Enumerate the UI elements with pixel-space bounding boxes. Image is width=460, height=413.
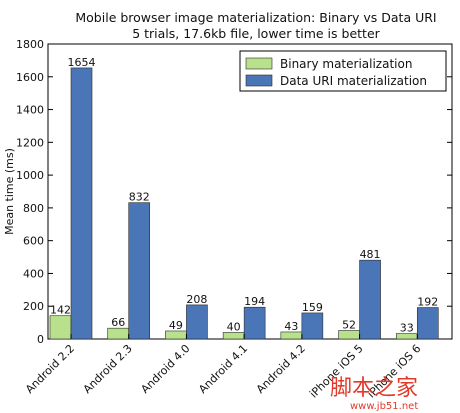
- bar-binary: [280, 331, 303, 340]
- bar-binary: [338, 330, 360, 340]
- bar-data-uri: [243, 306, 266, 340]
- bar-value-label: 52: [342, 318, 356, 331]
- bar-value-label: 192: [417, 296, 438, 309]
- bar-value-label: 43: [284, 320, 298, 333]
- bar-value-label: 159: [302, 301, 323, 314]
- bar-data-uri: [416, 307, 439, 340]
- legend-box: [239, 50, 447, 92]
- y-tick-label: 1800: [16, 38, 44, 51]
- bar-value-label: 33: [400, 322, 414, 335]
- bar-binary: [49, 315, 72, 340]
- x-tick-label: Android 4.2: [254, 342, 308, 396]
- y-tick-label: 200: [23, 300, 44, 313]
- legend-swatch: [245, 57, 273, 70]
- bar-data-uri: [186, 304, 208, 340]
- watermark: 脚本之家 www.jb51.net: [330, 376, 418, 412]
- bar-value-label: 194: [244, 295, 265, 308]
- y-tick-label: 1600: [16, 71, 44, 84]
- bar-data-uri: [70, 67, 93, 340]
- bar-value-label: 49: [169, 319, 183, 332]
- y-tick-label: 0: [37, 333, 44, 346]
- x-tick-label: Android 2.3: [81, 342, 135, 396]
- bar-value-label: 142: [50, 304, 71, 317]
- watermark-text: 脚本之家: [330, 376, 418, 401]
- y-tick-label: 600: [23, 235, 44, 248]
- legend-label: Data URI materialization: [280, 74, 427, 88]
- bar-binary: [107, 327, 130, 340]
- chart-title: Mobile browser image materialization: Bi…: [75, 10, 436, 25]
- bar-data-uri: [128, 202, 151, 340]
- x-tick-label: Android 2.2: [23, 342, 77, 396]
- bar-value-label: 40: [227, 320, 241, 333]
- y-tick-label: 800: [23, 202, 44, 215]
- y-tick-label: 1000: [16, 169, 44, 182]
- bars: [49, 67, 439, 340]
- bar-binary: [165, 330, 187, 340]
- legend-label: Binary materialization: [280, 57, 412, 71]
- legend-swatch: [245, 74, 273, 87]
- bar-value-label: 481: [360, 248, 381, 261]
- bar-value-label: 208: [186, 293, 207, 306]
- bar-value-label: 832: [129, 191, 150, 204]
- bar-data-uri: [359, 259, 381, 340]
- bar-value-label: 66: [111, 316, 125, 329]
- y-tick-label: 400: [23, 267, 44, 280]
- watermark-url: www.jb51.net: [350, 401, 418, 412]
- x-tick-label: Android 4.0: [138, 342, 192, 396]
- x-tick-label: Android 4.1: [196, 342, 250, 396]
- legend: Binary materialization Data URI materiali…: [239, 50, 447, 92]
- y-axis-label: Mean time (ms): [3, 148, 16, 235]
- y-tick-label: 1200: [16, 136, 44, 149]
- bar-value-label: 1654: [68, 56, 96, 69]
- y-tick-label: 1400: [16, 104, 44, 117]
- bar-data-uri: [301, 312, 324, 340]
- y-axis-ticks: 0 200 400 600 800 1000 1200 1400 1600 1800: [16, 38, 452, 346]
- chart-subtitle: 5 trials, 17.6kb file, lower time is bet…: [132, 26, 380, 41]
